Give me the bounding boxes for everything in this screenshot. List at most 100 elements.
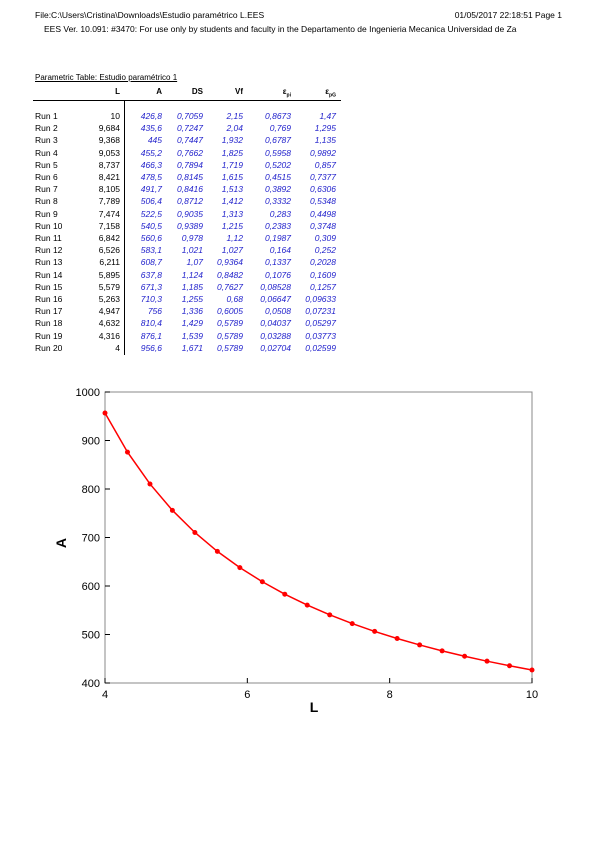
cell: 1,336: [181, 306, 203, 317]
column-header: εpi: [282, 87, 291, 99]
cell: 0,4515: [265, 172, 291, 182]
cell: 0,5202: [265, 159, 291, 170]
cell: 8,737: [98, 159, 120, 170]
row-label: Run 12: [35, 245, 63, 256]
cell: 0,9035: [177, 208, 203, 219]
cell: 0,252: [314, 245, 336, 256]
cell: 6,842: [98, 233, 120, 243]
row-label: Run 4: [35, 147, 58, 158]
row-label: Run 5: [35, 159, 58, 170]
cell: 0,7059: [177, 111, 203, 121]
x-tick-label: 4: [102, 689, 108, 701]
cell: 5,895: [98, 269, 120, 280]
cell: 956,6: [140, 342, 162, 353]
cell: 540,5: [140, 220, 162, 231]
cell: 1,215: [221, 220, 243, 231]
cell: 0,3892: [265, 184, 291, 195]
cell: 1,313: [221, 208, 243, 219]
column-header: εpG: [325, 87, 336, 99]
plot-frame: [104, 391, 533, 684]
cell: 756: [147, 306, 162, 317]
data-point: [372, 628, 378, 634]
cell: 0,309: [314, 233, 336, 243]
cell: 0,05297: [305, 318, 336, 329]
cell: 0,2383: [265, 220, 291, 231]
cell: 10: [110, 111, 120, 121]
cell: 637,8: [140, 269, 162, 280]
cell: 506,4: [140, 196, 162, 207]
data-point: [147, 481, 153, 487]
data-point: [507, 663, 513, 669]
cell: 4: [115, 342, 120, 353]
cell: 0,6005: [217, 306, 243, 317]
cell: 0,06647: [260, 294, 291, 304]
cell: 6,526: [98, 245, 120, 256]
y-tick-label: 800: [82, 484, 100, 496]
cell: 0,5789: [217, 342, 243, 353]
cell: 1,255: [181, 294, 203, 304]
cell: 2,04: [226, 123, 243, 134]
cell: 4,632: [98, 318, 120, 329]
column-rule: [124, 100, 125, 355]
header-rule: [33, 100, 341, 101]
cell: 522,5: [140, 208, 162, 219]
cell: 0,8416: [177, 184, 203, 195]
data-point: [417, 642, 423, 648]
cell: 1,07: [186, 257, 203, 268]
cell: 1,027: [221, 245, 243, 256]
cell: 560,6: [140, 233, 162, 243]
cell: 1,719: [221, 159, 243, 170]
column-header: DS: [191, 87, 203, 96]
cell: 0,1987: [265, 233, 291, 243]
cell: 0,1257: [310, 281, 336, 292]
cell: 0,68: [226, 294, 243, 304]
row-label: Run 14: [35, 269, 63, 280]
cell: 0,6306: [310, 184, 336, 195]
column-header: L: [115, 87, 120, 96]
cell: 435,6: [140, 123, 162, 134]
cell: 0,3748: [310, 220, 336, 231]
row-label: Run 16: [35, 294, 63, 304]
cell: 5,263: [98, 294, 120, 304]
cell: 671,3: [140, 281, 162, 292]
cell: 0,283: [269, 208, 291, 219]
cell: 0,5789: [217, 318, 243, 329]
y-tick-label: 500: [82, 630, 100, 642]
row-label: Run 6: [35, 172, 58, 182]
row-label: Run 8: [35, 196, 58, 207]
data-point: [282, 591, 288, 597]
cell: 455,2: [140, 147, 162, 158]
cell: 810,4: [140, 318, 162, 329]
cell: 445: [147, 135, 162, 146]
cell: 0,7627: [217, 281, 243, 292]
cell: 1,671: [181, 342, 203, 353]
cell: 0,0508: [265, 306, 291, 317]
column-header-sub: pi: [286, 92, 291, 99]
x-tick-label: 6: [244, 689, 250, 701]
row-label: Run 3: [35, 135, 58, 146]
cell: 4,947: [98, 306, 120, 317]
cell: 0,8712: [177, 196, 203, 207]
cell: 466,3: [140, 159, 162, 170]
cell: 0,7447: [177, 135, 203, 146]
cell: 491,7: [140, 184, 162, 195]
cell: 8,421: [98, 172, 120, 182]
row-label: Run 10: [35, 220, 63, 231]
data-point: [169, 507, 175, 513]
data-point: [439, 648, 445, 654]
date: 01/05/2017 22:18:51 Page 1: [454, 10, 562, 20]
y-tick-label: 400: [82, 678, 100, 690]
cell: 1,825: [221, 147, 243, 158]
row-label: Run 1: [35, 111, 58, 121]
cell: 0,02599: [305, 342, 336, 353]
cell: 0,4498: [310, 208, 336, 219]
cell: 7,158: [98, 220, 120, 231]
y-tick-label: 1000: [76, 387, 100, 399]
cell: 0,8145: [177, 172, 203, 182]
cell: 0,1609: [310, 269, 336, 280]
cell: 0,5789: [217, 330, 243, 341]
row-label: Run 9: [35, 208, 58, 219]
row-label: Run 2: [35, 123, 58, 134]
